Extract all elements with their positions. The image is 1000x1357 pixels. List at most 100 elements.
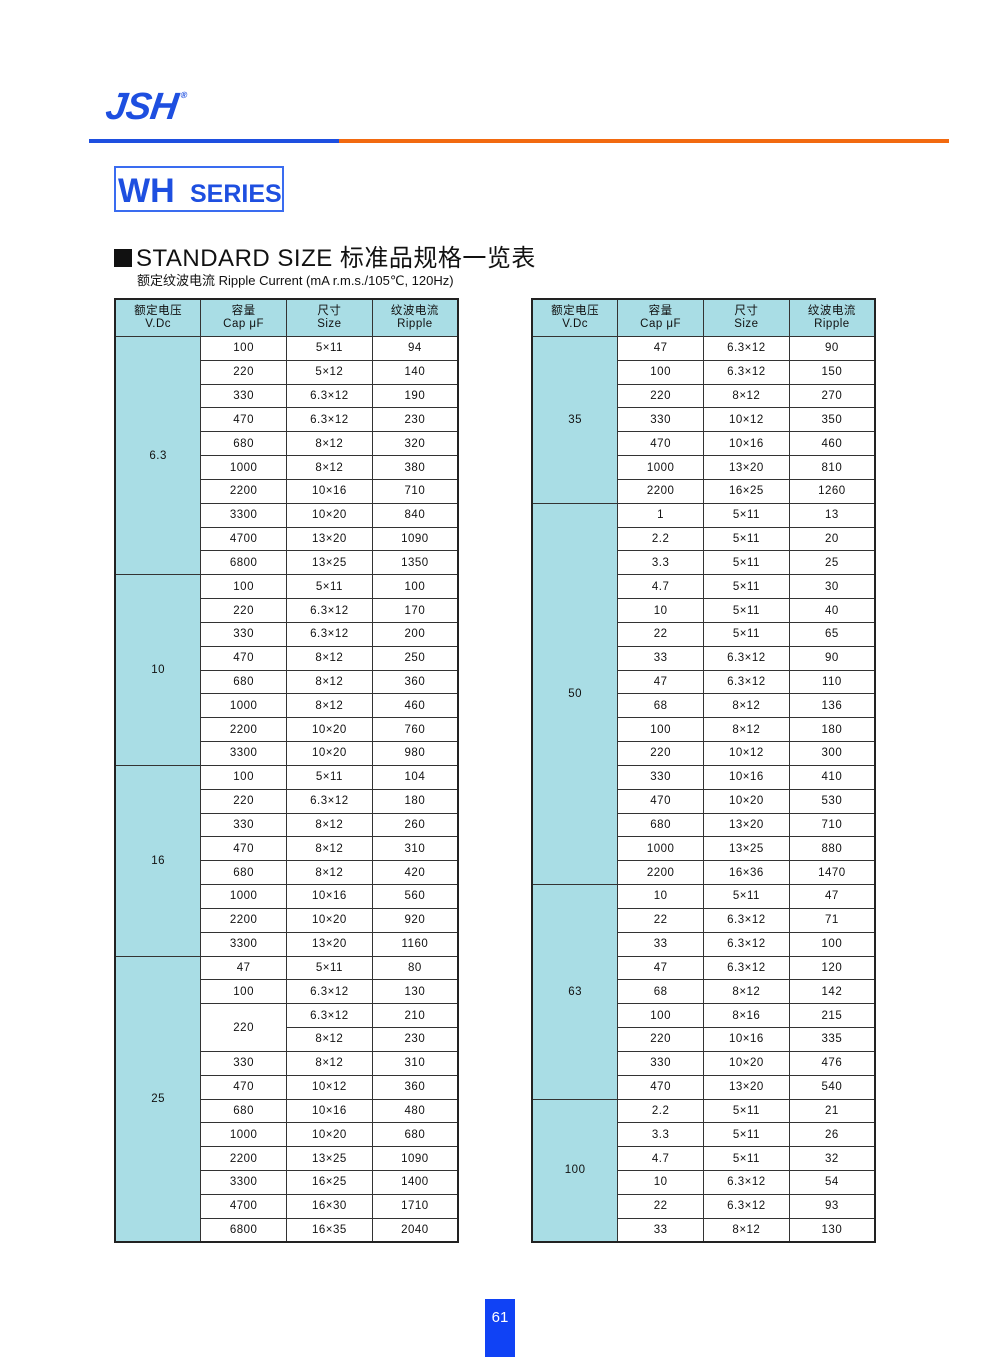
capacitance-cell: 330 [200,383,287,409]
table-row: 220 6.3×12 170 [115,598,459,623]
voltage-cell: 25 [114,955,202,1243]
ripple-cell: 80 [371,955,459,981]
size-cell: 6.3×12 [703,1193,790,1219]
capacitance-cell: 68 [617,693,704,719]
column-header-en: Ripple [397,318,433,330]
table-row: 220 5×12 140 [115,359,459,385]
capacitance-cell: 220 [200,359,287,385]
ripple-cell: 210 [371,1003,459,1029]
ripple-cell: 110 [788,669,876,695]
column-header-en: Ripple [814,318,850,330]
logo-text: JSH [103,86,180,128]
size-cell: 6.3×12 [286,979,373,1005]
ripple-cell: 350 [788,407,876,433]
ripple-cell: 1260 [788,478,876,504]
capacitance-cell: 470 [617,431,704,457]
capacitance-cell: 100 [617,717,704,743]
size-cell: 8×12 [286,860,373,886]
ripple-cell: 840 [371,502,459,528]
table-row: 10 6.3×12 54 [532,1169,876,1195]
column-header-cn: 纹波电流 [807,305,856,317]
size-cell: 16×35 [286,1217,373,1243]
capacitance-cell: 220 [200,598,287,623]
column-header: 额定电压 V.Dc [531,298,619,337]
ripple-cell: 980 [371,741,459,766]
column-header-cn: 纹波电流 [390,305,439,317]
table-row: 470 13×20 540 [532,1074,876,1100]
ripple-cell: 230 [371,407,459,433]
ripple-cell: 530 [788,788,876,814]
column-header-en: Cap μF [223,318,265,330]
spec-table-left: 额定电压 V.Dc 容量 Cap μF 尺寸 Size 纹波电流 Ripple 6.3 100 5×… [114,298,459,1244]
size-cell: 5×11 [703,550,790,576]
ripple-cell: 93 [788,1193,876,1219]
table-row: 22 6.3×12 93 [532,1193,876,1219]
capacitance-cell: 680 [200,860,287,886]
column-header-cn: 容量 [648,305,673,317]
size-cell: 10×12 [703,407,790,433]
size-cell: 5×11 [286,955,373,981]
table-row: 33 6.3×12 90 [532,645,876,671]
series-badge: WH SERIES [114,166,284,212]
capacitance-cell: 2200 [617,860,704,886]
capacitance-cell: 3.3 [617,1122,704,1148]
capacitance-cell: 330 [617,1050,704,1076]
size-cell: 16×36 [703,860,790,886]
table-row: 3.3 5×11 25 [532,550,876,576]
capacitance-cell: 4.7 [617,574,704,600]
ripple-cell: 310 [371,836,459,862]
ripple-cell: 1350 [371,550,459,576]
ripple-cell: 40 [788,598,876,623]
table-row: 220 8×12 270 [532,383,876,409]
ripple-cell: 810 [788,455,876,480]
capacitance-cell: 100 [200,979,287,1005]
spec-table-right: 额定电压 V.Dc 容量 Cap μF 尺寸 Size 纹波电流 Ripple 35 47 6.3×… [531,298,876,1244]
capacitance-cell: 680 [200,431,287,457]
size-cell: 10×16 [703,1027,790,1052]
table-row: 680 10×16 480 [115,1098,459,1124]
table-row: 2200 16×25 1260 [532,478,876,504]
capacitance-cell: 47 [617,955,704,981]
capacitance-cell: 3.3 [617,550,704,576]
table-row: 330 6.3×12 200 [115,621,459,647]
capacitance-cell: 3300 [200,931,287,957]
jsh-logo: JSH® [103,86,187,129]
table-row: 470 10×16 460 [532,431,876,457]
table-row: 3300 10×20 980 [115,741,459,766]
size-cell: 16×25 [703,478,790,504]
size-cell: 5×11 [703,1098,790,1124]
ripple-cell: 920 [371,907,459,933]
size-cell: 6.3×12 [703,907,790,933]
column-header-en: Cap μF [640,318,682,330]
table-row: 33 6.3×12 100 [532,931,876,957]
capacitance-cell: 3300 [200,1169,287,1195]
capacitance-cell: 1000 [200,884,287,909]
capacitance-cell: 2.2 [617,1098,704,1124]
capacitance-cell: 100 [200,764,287,790]
series-suffix: SERIES [190,180,282,208]
table-row: 100 6.3×12 130 [115,979,459,1005]
ripple-cell: 1710 [371,1193,459,1219]
capacitance-cell: 330 [200,812,287,838]
size-cell: 5×11 [286,764,373,790]
column-header-cn: 额定电压 [551,305,600,317]
ripple-cell: 310 [371,1050,459,1076]
ripple-cell: 190 [371,383,459,409]
table-row: 22 6.3×12 71 [532,907,876,933]
capacitance-cell: 100 [617,359,704,385]
size-cell: 13×20 [286,931,373,957]
table-row: 4700 13×20 1090 [115,526,459,552]
ripple-cell: 1090 [371,526,459,552]
capacitance-cell: 3300 [200,741,287,766]
table-row: 35 47 6.3×12 90 [531,336,876,504]
capacitance-cell: 470 [617,1074,704,1100]
ripple-cell: 170 [371,598,459,623]
size-cell: 6.3×12 [703,931,790,957]
capacitance-cell: 220 [617,1027,704,1052]
size-cell: 6.3×12 [286,621,373,647]
table-row: 220 10×12 300 [532,741,876,766]
table-row: 10 5×11 40 [532,598,876,623]
column-header: 额定电压 V.Dc [114,298,202,337]
size-cell: 10×20 [286,1122,373,1148]
capacitance-cell: 4700 [200,1193,287,1219]
